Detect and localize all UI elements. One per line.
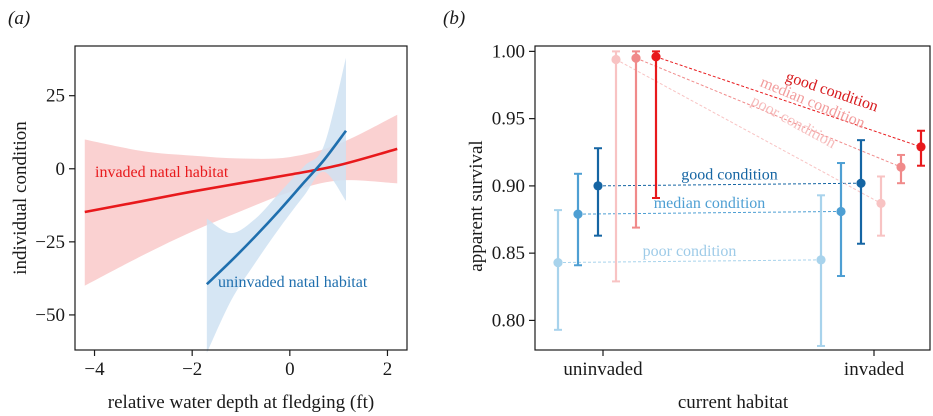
panel-a-label: (a) xyxy=(8,8,30,29)
y-tick-label: 0.95 xyxy=(492,109,525,130)
confidence-band-uninvaded xyxy=(206,57,346,353)
point-estimate xyxy=(651,52,661,62)
point-estimate xyxy=(631,53,641,63)
connector-line xyxy=(655,56,922,148)
point-estimate xyxy=(916,142,926,152)
x-tick-label: −4 xyxy=(84,359,105,380)
fit-line-uninvaded xyxy=(205,129,348,286)
point-estimate xyxy=(611,54,621,65)
point-estimate xyxy=(816,255,826,265)
connector-line xyxy=(557,259,822,264)
series-label-invaded: invaded natal habitat xyxy=(95,164,229,181)
point-estimate xyxy=(876,198,886,208)
series-label-good-condition-uninvaded-label: good condition xyxy=(681,167,777,184)
panel-a-plot-frame xyxy=(74,45,408,351)
connector-line xyxy=(635,57,902,168)
series-label-poor-condition-uninvaded-label: poor condition xyxy=(643,243,737,260)
panel-b-x-axis-label: current habitat xyxy=(678,392,789,413)
panel-b: (b) poor condition median condition good c… xyxy=(443,8,931,413)
series-label-median-condition-uninvaded-label: median condition xyxy=(654,195,766,212)
y-tick-label: 0.90 xyxy=(492,176,525,197)
x-tick-label: 2 xyxy=(383,359,393,380)
x-tick-label: uninvaded xyxy=(563,359,643,380)
y-tick-label: 0.85 xyxy=(492,243,525,264)
point-estimate xyxy=(896,162,906,172)
point-estimate xyxy=(593,181,603,191)
y-tick-label: −50 xyxy=(35,305,65,326)
fit-line-invaded xyxy=(84,147,398,214)
panel-b-plot-frame xyxy=(534,45,931,351)
y-tick-label: 0.80 xyxy=(492,310,525,331)
x-tick-label: 0 xyxy=(285,359,295,380)
panel-a-x-axis-label: relative water depth at fledging (ft) xyxy=(108,392,374,413)
y-tick-label: −25 xyxy=(35,232,65,253)
x-tick-label: −2 xyxy=(182,359,202,380)
connector-line xyxy=(597,182,862,187)
point-estimate xyxy=(573,209,583,219)
x-tick-label: invaded xyxy=(844,359,905,380)
point-estimate xyxy=(856,178,866,188)
panel-a: (a) invaded natal habitat uninvaded natal… xyxy=(8,8,408,413)
series-label-uninvaded: uninvaded natal habitat xyxy=(218,274,368,291)
point-estimate xyxy=(836,206,846,217)
y-tick-label: 25 xyxy=(46,86,65,107)
y-tick-label: 0 xyxy=(56,159,66,180)
panel-b-label: (b) xyxy=(443,8,465,29)
panel-b-y-axis-label: apparent survival xyxy=(466,140,487,271)
panel-a-y-axis-label: individual condition xyxy=(10,121,31,275)
point-estimate xyxy=(553,257,563,268)
y-tick-label: 1.00 xyxy=(492,41,525,62)
connector-line xyxy=(577,210,842,215)
connector-line xyxy=(615,59,882,204)
